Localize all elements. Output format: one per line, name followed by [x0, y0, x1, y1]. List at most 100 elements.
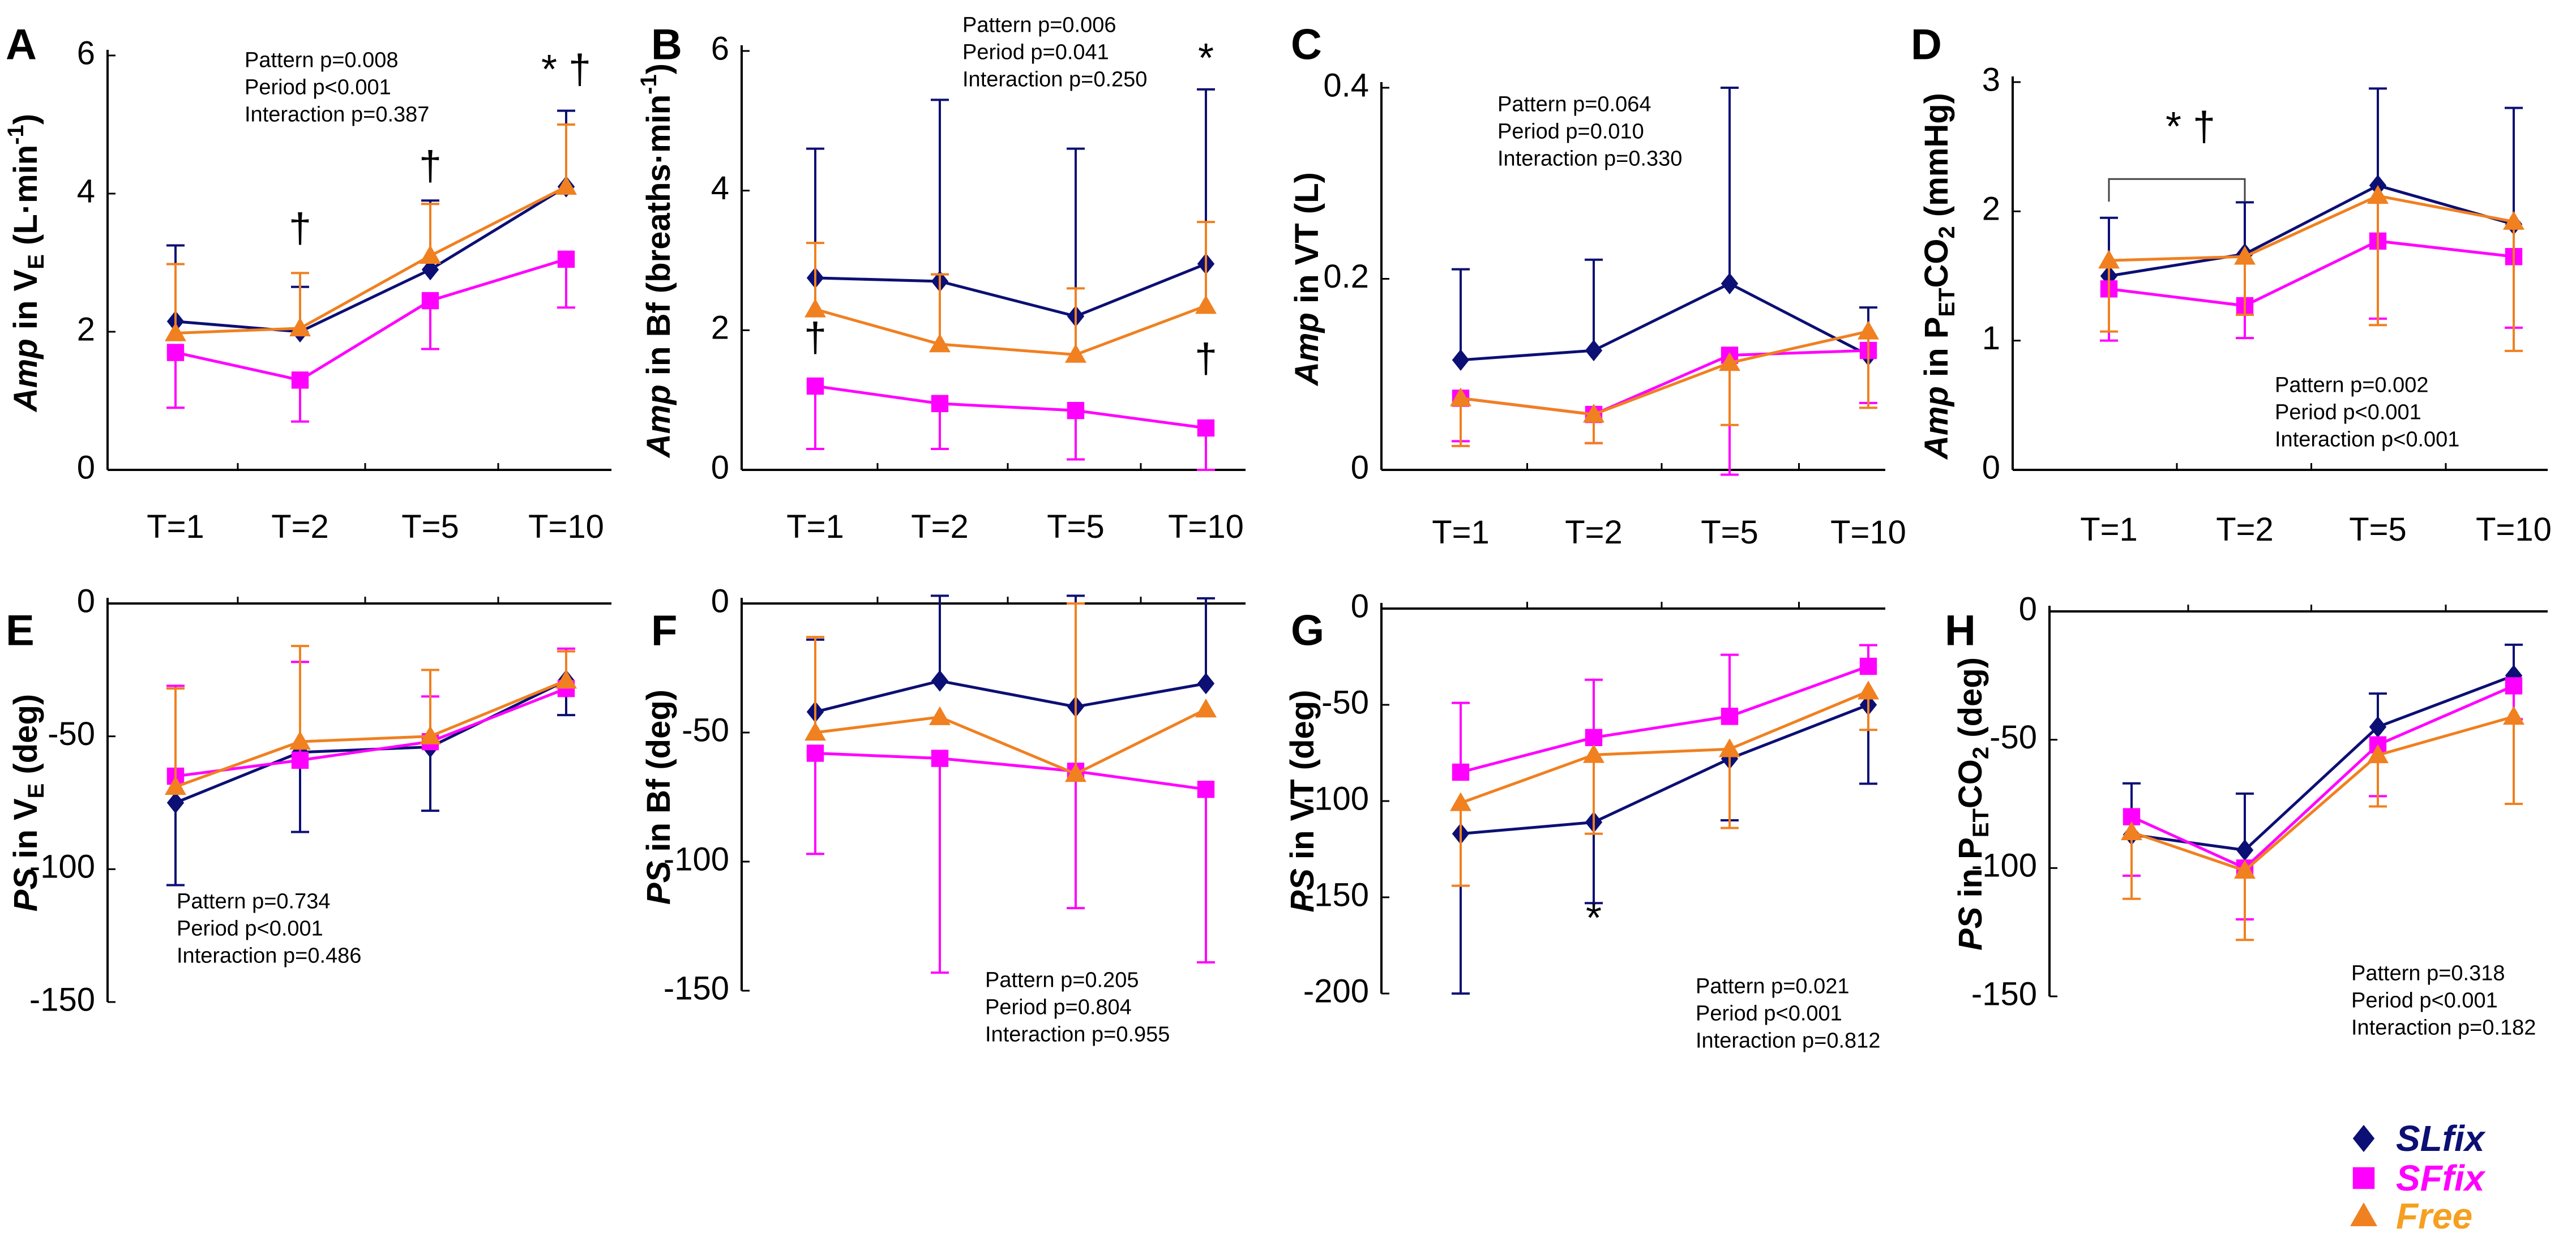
y-axis-label: Amp in Bf (breaths·min-1): [636, 63, 677, 459]
data-point: [2505, 677, 2523, 695]
y-tick-label: -50: [1989, 719, 2037, 756]
data-point: [165, 322, 186, 341]
stats-line: Period p<0.001: [2275, 400, 2421, 424]
y-tick-label: 0.4: [1323, 67, 1369, 104]
significance-mark: †: [419, 144, 442, 189]
x-tick-label: T=1: [147, 508, 204, 545]
series-slfix: [806, 594, 1215, 723]
stats-line: Pattern p=0.002: [2275, 373, 2429, 397]
series-slfix: [806, 88, 1215, 327]
panel-letter: E: [6, 606, 35, 654]
y-tick-label: -150: [1303, 876, 1369, 913]
y-tick-label: -150: [1971, 975, 2037, 1012]
y-tick-label: 2: [1982, 191, 2000, 228]
data-point: [1858, 320, 1879, 340]
y-label-end: (deg): [7, 694, 44, 784]
y-label-end: (deg): [1952, 657, 1989, 747]
data-point: [1195, 698, 1217, 718]
y-label-tail: CO: [1918, 238, 1955, 288]
data-point: [1719, 352, 1740, 371]
panel-letter: C: [1291, 20, 1322, 68]
y-tick-label: 4: [77, 173, 95, 209]
significance-mark: †: [1195, 336, 1217, 381]
legend-label: SLfix: [2396, 1118, 2486, 1159]
x-tick-label: T=2: [911, 508, 969, 545]
series-line: [2131, 715, 2514, 872]
y-tick-label: 0: [711, 449, 729, 486]
panel-c: C 0 0.2 0.4 T=1 T=2 T=5 T=10 Amp in VT (L) Patter…: [1289, 20, 1906, 551]
data-point: [1197, 673, 1215, 695]
series-sffix: [2100, 232, 2523, 342]
series-line: [175, 687, 567, 778]
y-label-sup: -1: [3, 125, 28, 145]
series-free: [805, 221, 1217, 363]
y-tick-label: 0: [2019, 590, 2037, 627]
data-point: [1585, 340, 1603, 362]
data-point: [2234, 859, 2256, 879]
y-axis-label: Amp in PETCO2 (mmHg): [1918, 93, 1959, 460]
data-point: [1452, 763, 1470, 781]
series-sffix: [1452, 341, 1877, 476]
series-line: [1460, 282, 1869, 362]
y-label-sub2: 2: [1935, 226, 1959, 238]
series-line: [2108, 239, 2514, 307]
y-label-prefix: PS: [7, 868, 44, 912]
data-point: [2236, 839, 2254, 861]
data-point: [1195, 295, 1217, 314]
data-point: [1585, 729, 1603, 746]
series-slfix: [2100, 87, 2523, 287]
y-tick-label: 0: [1982, 449, 2000, 486]
panel-letter: F: [651, 606, 677, 654]
data-point: [1859, 657, 1877, 675]
series-line: [815, 262, 1206, 318]
x-tick-label: T=1: [786, 508, 844, 545]
data-point: [2367, 185, 2389, 204]
data-point: [1583, 744, 1604, 763]
series-sffix: [806, 744, 1215, 974]
data-point: [1721, 272, 1739, 294]
series-line: [2108, 194, 2514, 262]
data-point: [929, 333, 951, 353]
y-tick-label: 0: [711, 583, 729, 619]
data-point: [805, 722, 826, 741]
x-tick-label: T=10: [1830, 514, 1906, 551]
y-label-mid: in V: [7, 798, 44, 868]
y-tick-label: 4: [711, 170, 729, 207]
series-line: [2130, 684, 2514, 870]
series-free: [2098, 185, 2524, 352]
y-tick-label: -150: [29, 981, 95, 1018]
series-line: [2131, 674, 2514, 852]
y-tick-label: 6: [711, 30, 729, 67]
y-label-end: ): [640, 63, 677, 74]
y-label-mid: in Bf (deg): [640, 690, 677, 861]
y-axis-label: Amp in VT (L): [1289, 172, 1325, 387]
y-label-prefix: Amp: [1918, 386, 1955, 460]
stats-line: Pattern p=0.008: [245, 48, 399, 72]
y-label-mid: in V: [7, 269, 44, 339]
stats-line: Period p<0.001: [2351, 988, 2498, 1012]
panel-letter: A: [6, 20, 37, 68]
stats-line: Interaction p<0.001: [2275, 427, 2459, 451]
y-tick-label: -100: [29, 849, 95, 885]
y-tick-label: 0: [1351, 588, 1369, 624]
y-label-prefix: Amp: [7, 339, 44, 413]
x-tick-label: T=5: [2349, 511, 2407, 548]
series-sffix: [166, 647, 575, 785]
y-label-prefix: Amp: [1289, 312, 1325, 387]
legend-item-sffix: SFfix: [2352, 1158, 2486, 1198]
x-tick-label: T=2: [271, 508, 329, 545]
data-point: [555, 175, 577, 195]
panel-h: H 0 -50 -100 -150 PS in PETCO2 (deg) Pattern p…: [1945, 590, 2548, 1039]
series-line: [815, 708, 1207, 776]
series-slfix: [2123, 643, 2523, 861]
series-slfix: [166, 109, 575, 342]
stats-line: Period p<0.001: [1696, 1001, 1842, 1025]
legend-item-slfix: SLfix: [2352, 1118, 2486, 1159]
y-label-mid: in Bf (breaths·min: [640, 95, 677, 384]
series-sffix: [1452, 644, 1877, 781]
data-point: [1721, 708, 1739, 725]
significance-mark: * †: [2166, 104, 2215, 149]
